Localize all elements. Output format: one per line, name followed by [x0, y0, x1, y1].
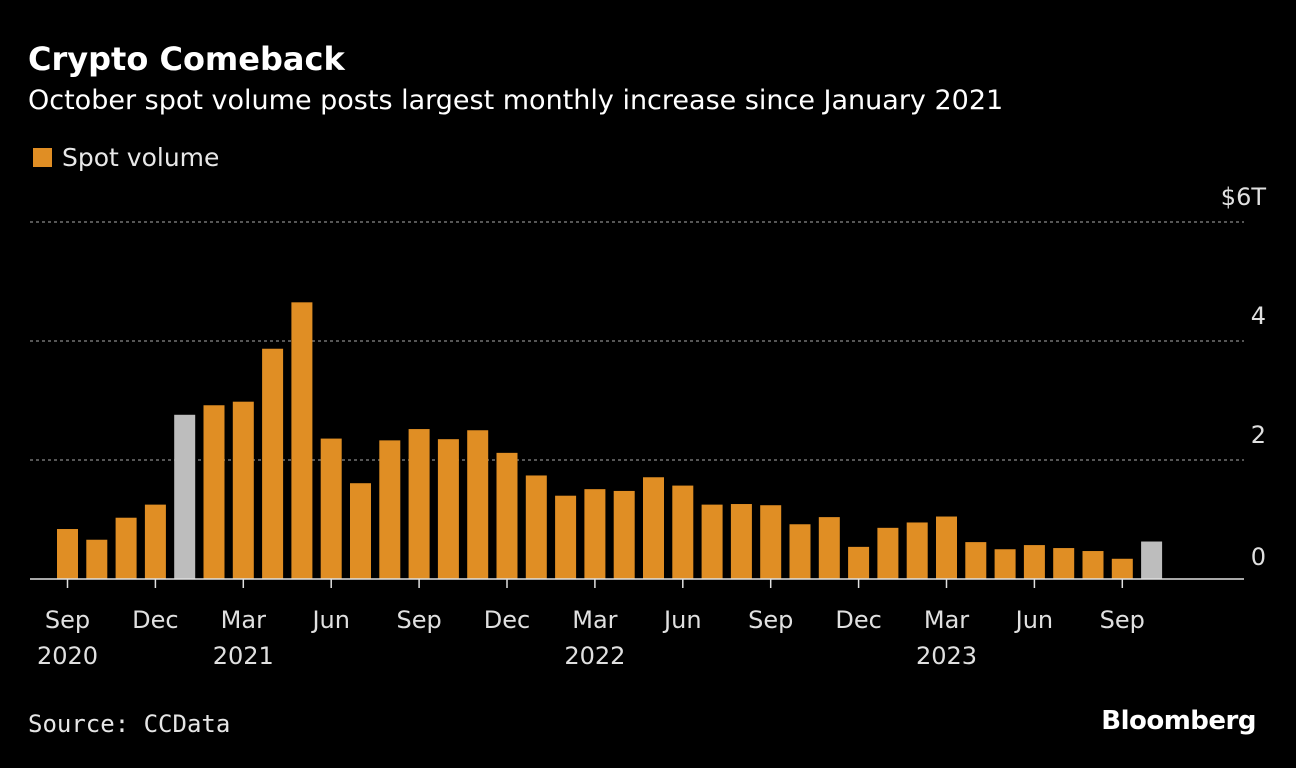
bar-2021-01 [174, 414, 196, 579]
bar-2023-01 [877, 527, 899, 579]
x-tick-label: Mar [924, 606, 969, 634]
source-note: Source: CCData [28, 710, 231, 738]
x-tick-label: Mar [572, 606, 617, 634]
bar-2020-09 [57, 529, 78, 579]
x-axis [30, 578, 1244, 588]
chart-legend: Spot volume [33, 143, 219, 172]
bar-2023-06 [1023, 545, 1045, 579]
bar-2022-02 [555, 495, 577, 579]
y-tick-label: 0 [1251, 543, 1266, 571]
bar-2021-11 [467, 430, 489, 579]
bar-2021-08 [379, 440, 401, 579]
bar-2021-06 [320, 438, 342, 579]
bar-2021-03 [232, 401, 254, 579]
legend-label: Spot volume [62, 143, 220, 172]
x-tick-label: Dec [835, 606, 881, 634]
chart-subtitle: October spot volume posts largest monthl… [28, 85, 1004, 116]
bar-2023-02 [906, 522, 928, 579]
bloomberg-logo: Bloomberg [1101, 706, 1256, 736]
bar-2022-04 [613, 490, 635, 579]
bar-2020-10 [86, 539, 108, 579]
x-tick-label: Sep [45, 606, 90, 634]
bar-2023-10 [1141, 541, 1163, 579]
bar-2021-07 [350, 483, 371, 579]
bar-chart: 0 2 4 $6T Sep 2020 Dec Mar 2021 Jun Sep Dec Mar 2022 J… [30, 183, 1266, 670]
bar-2022-10 [789, 524, 811, 579]
x-tick-label: Mar [221, 606, 266, 634]
x-year-label: 2021 [213, 642, 274, 670]
bar-2022-08 [730, 504, 752, 579]
x-tick-label: Sep [396, 606, 441, 634]
bar-2022-12 [848, 546, 870, 579]
x-tick-label: Jun [662, 606, 702, 634]
bar-2022-06 [672, 485, 694, 579]
bar-2023-03 [936, 516, 957, 579]
grid-lines [30, 221, 1244, 461]
bar-2021-05 [291, 302, 313, 579]
x-tick-label: Sep [748, 606, 793, 634]
bar-2023-04 [965, 542, 987, 579]
bar-2023-09 [1111, 558, 1133, 579]
bar-2021-02 [203, 405, 225, 579]
x-tick-label: Dec [132, 606, 178, 634]
bar-2022-11 [818, 517, 840, 579]
bar-2023-08 [1082, 551, 1104, 579]
bars [57, 302, 1163, 579]
x-tick-label: Jun [1014, 606, 1054, 634]
x-tick-label: Dec [484, 606, 530, 634]
y-tick-label: 4 [1251, 302, 1266, 330]
bar-2022-01 [525, 475, 547, 579]
chart-title: Crypto Comeback [28, 40, 345, 78]
y-tick-label: 2 [1251, 421, 1266, 449]
bar-2022-03 [584, 489, 606, 579]
bar-2021-12 [496, 452, 518, 579]
bar-2022-05 [643, 477, 664, 579]
y-tick-label: $6T [1221, 183, 1267, 211]
bar-2020-12 [144, 504, 166, 579]
bar-2022-07 [701, 504, 723, 579]
bar-2021-10 [437, 439, 459, 579]
x-year-label: 2022 [564, 642, 625, 670]
bar-2021-04 [262, 348, 284, 579]
x-year-label: 2020 [37, 642, 98, 670]
bar-2021-09 [408, 429, 430, 579]
bar-2022-09 [760, 505, 782, 579]
bar-2023-07 [1053, 548, 1075, 579]
x-year-label: 2023 [916, 642, 977, 670]
x-tick-label: Sep [1100, 606, 1145, 634]
bar-2020-11 [115, 517, 137, 579]
bar-2023-05 [994, 549, 1016, 579]
x-tick-label: Jun [310, 606, 350, 634]
legend-swatch [33, 148, 52, 167]
axis-labels: 0 2 4 $6T Sep 2020 Dec Mar 2021 Jun Sep Dec Mar 2022 J… [37, 183, 1266, 670]
